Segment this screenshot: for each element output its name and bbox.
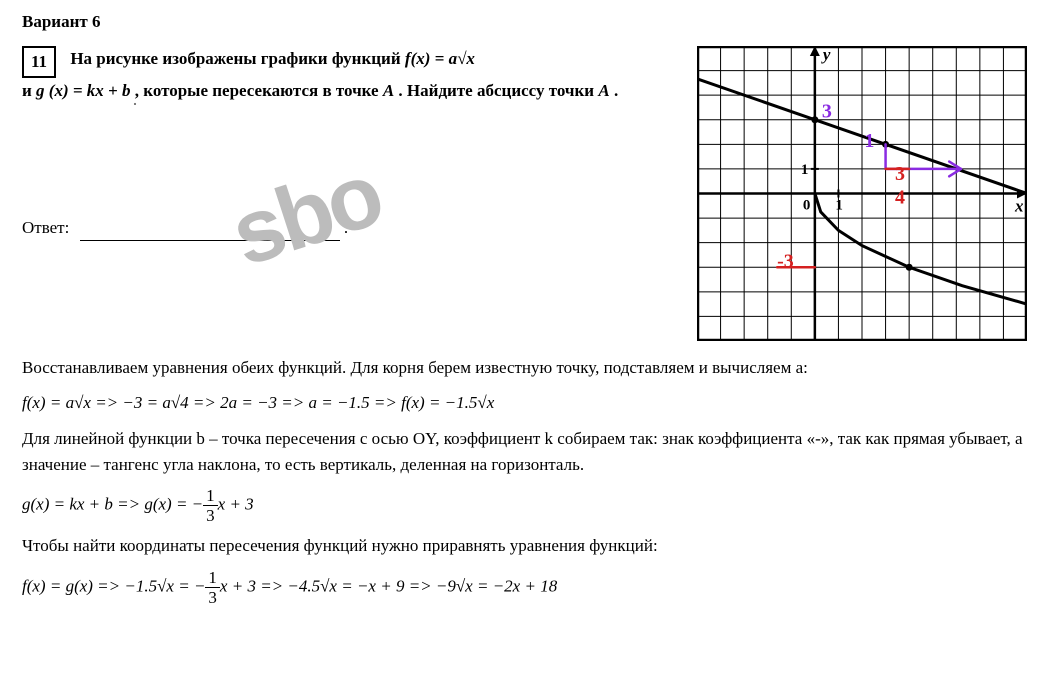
eq3-b: x + 3 => −4.5√x = −x + 9 => −9√x = −2x +…: [220, 576, 557, 595]
svg-text:x: x: [1014, 197, 1024, 216]
svg-text:3: 3: [895, 163, 905, 185]
expl-eq1: f(x) = a√x => −3 = a√4 => 2a = −3 => a =…: [22, 390, 1027, 416]
svg-text:-3: -3: [777, 250, 794, 272]
answer-label: Ответ:: [22, 218, 69, 237]
problem-number: 11: [22, 46, 56, 78]
expl-p1: Восстанавливаем уравнения обеих функций.…: [22, 355, 1027, 381]
svg-text:3: 3: [822, 100, 832, 122]
svg-text:1: 1: [835, 198, 843, 214]
svg-text:4: 4: [895, 186, 905, 208]
eq3-den: 3: [205, 588, 220, 606]
svg-text:1: 1: [801, 162, 809, 178]
problem-text-d: . Найдите абсциссу точки: [398, 81, 598, 100]
eq2-pre: g(x) = kx + b => g(x) = −: [22, 495, 203, 514]
answer-dot: .: [344, 218, 348, 237]
svg-text:y: y: [821, 46, 831, 64]
problem-text-b: и: [22, 81, 36, 100]
eq2-den: 3: [203, 506, 218, 524]
dot-artifact: ·: [132, 91, 138, 119]
svg-text:0: 0: [803, 198, 811, 214]
eq2-post: x + 3: [218, 495, 254, 514]
fx-expr: f(x) = a√x: [405, 49, 475, 68]
problem-text-c: , которые пересекаются в точке: [135, 81, 383, 100]
expl-p2: Для линейной функции b – точка пересечен…: [22, 426, 1027, 479]
expl-eq3: f(x) = g(x) => −1.5√x = −13x + 3 => −4.5…: [22, 569, 1027, 606]
problem-text-e: .: [614, 81, 618, 100]
answer-blank[interactable]: [80, 240, 340, 241]
gx-expr: g (x) = kx + b: [36, 81, 130, 100]
eq3-a: f(x) = g(x) => −1.5√x = −: [22, 576, 205, 595]
svg-text:1: 1: [864, 130, 874, 152]
problem-text-a: На рисунке изображены графики функций: [70, 49, 405, 68]
point-a-1: A: [383, 81, 394, 100]
eq3-num: 1: [205, 569, 220, 588]
expl-eq2: g(x) = kx + b => g(x) = −13x + 3: [22, 487, 1027, 524]
chart: 011yx3134-3: [697, 46, 1027, 341]
explanation: Восстанавливаем уравнения обеих функций.…: [22, 355, 1027, 606]
variant-header: Вариант 6: [22, 12, 1027, 32]
point-a-2: A: [598, 81, 609, 100]
eq1-text: f(x) = a√x => −3 = a√4 => 2a = −3 => a =…: [22, 393, 494, 412]
eq2-num: 1: [203, 487, 218, 506]
expl-p3: Чтобы найти координаты пересечения функц…: [22, 533, 1027, 559]
problem-block: · sbo 11 На рисунке изображены графики ф…: [22, 46, 685, 341]
